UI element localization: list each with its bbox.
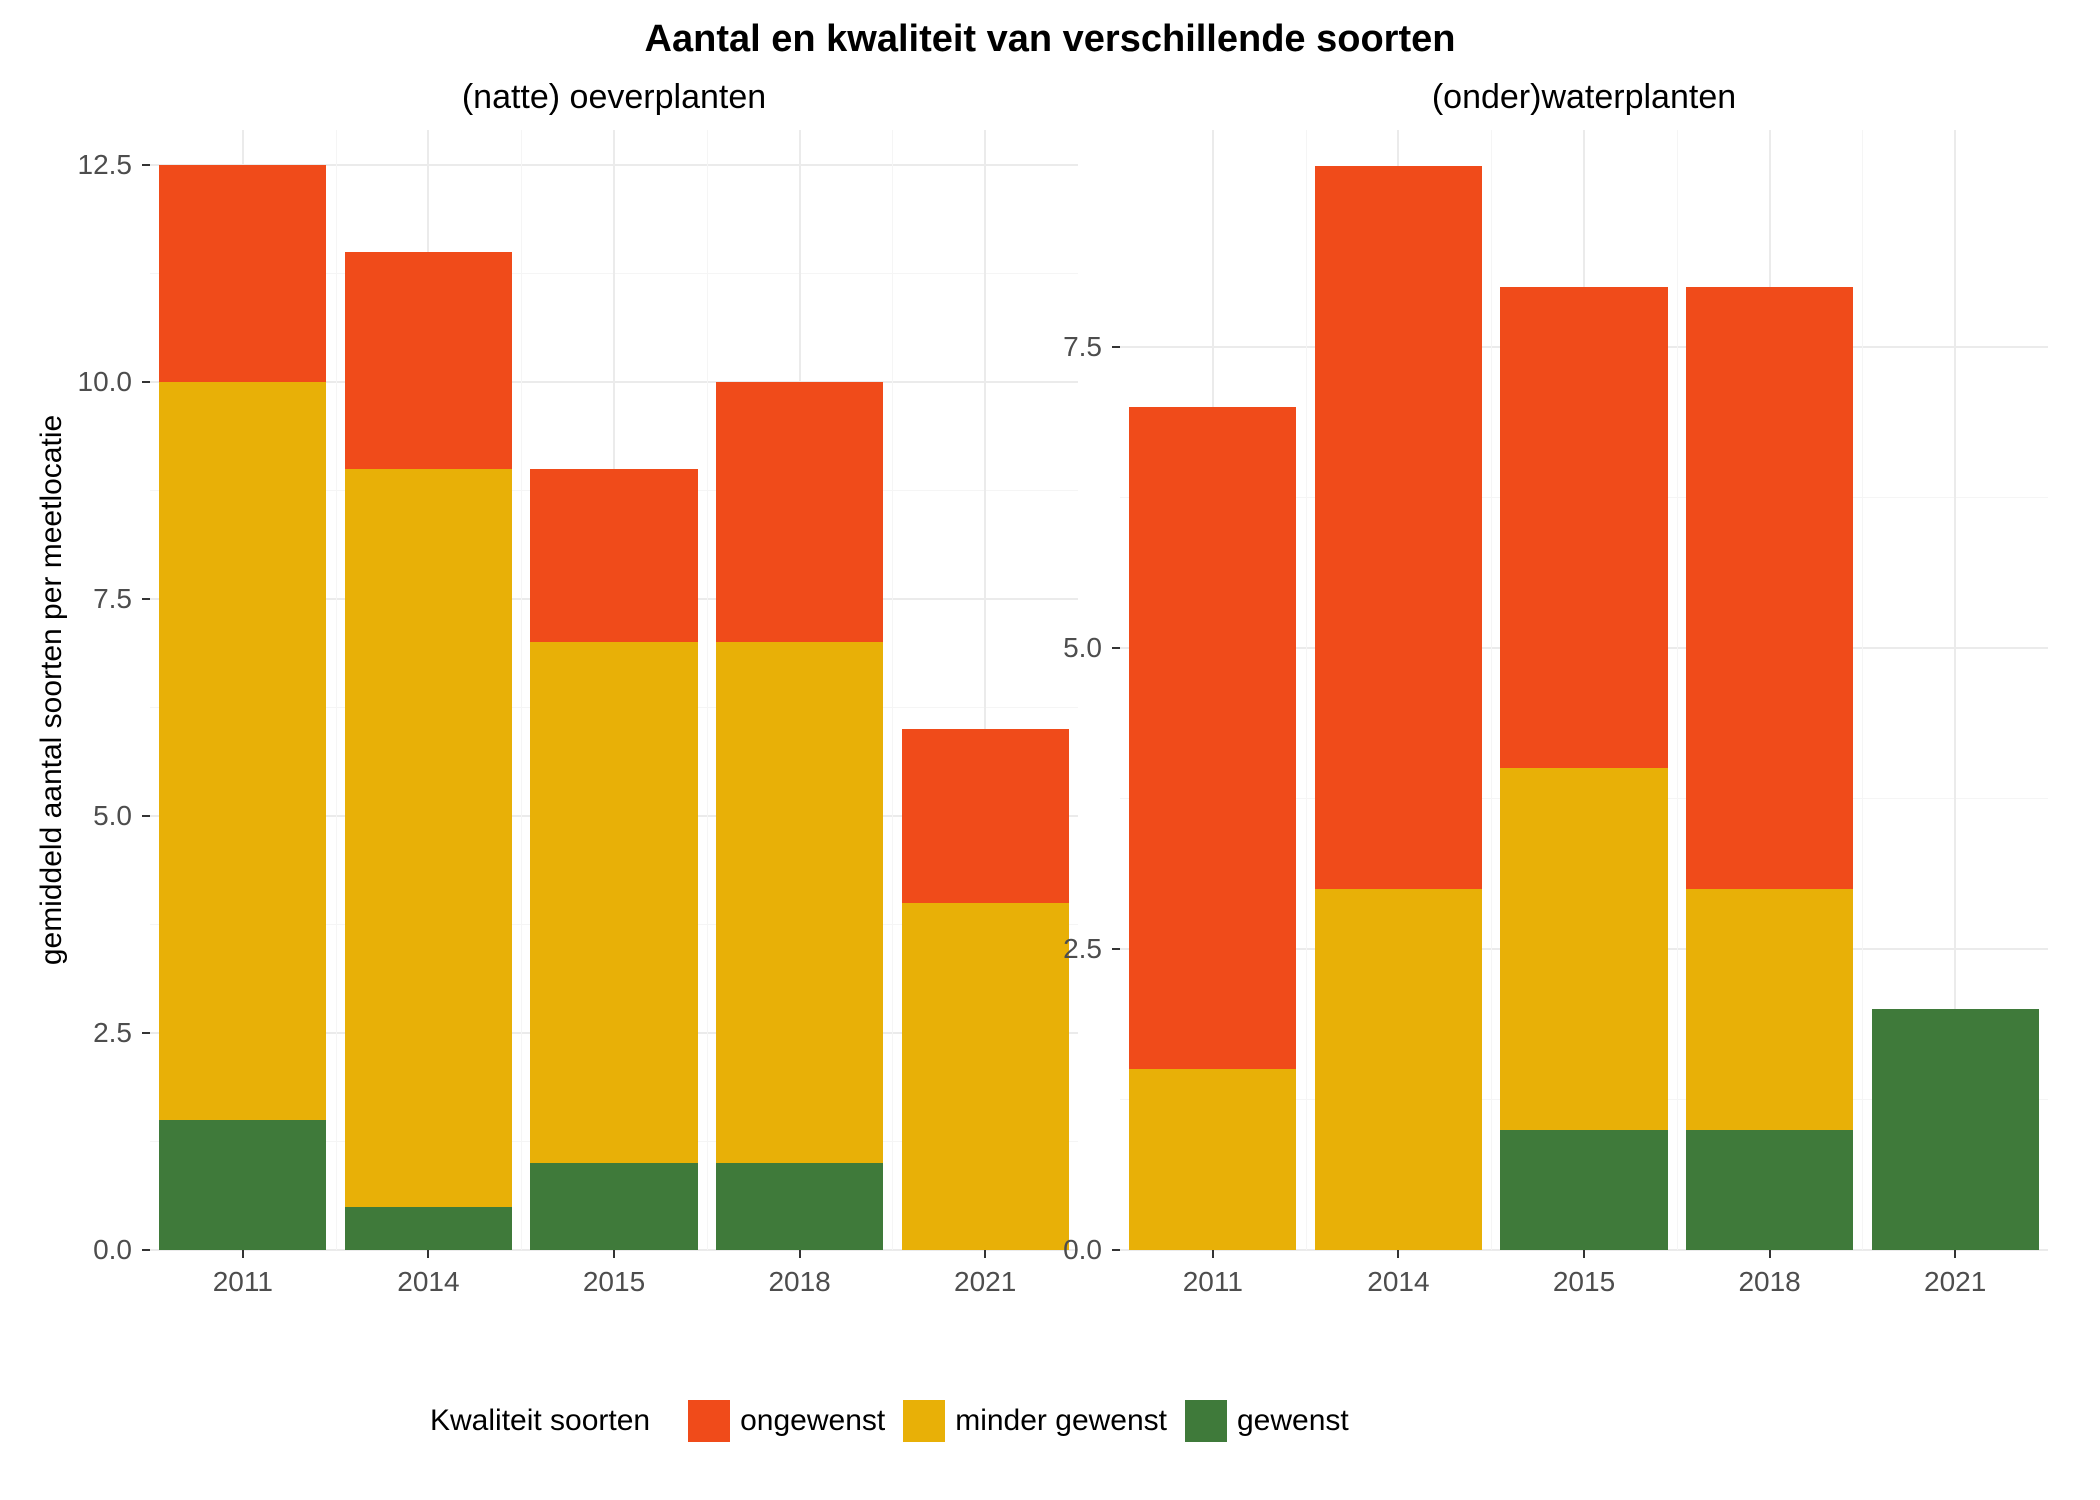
tick-mark (1112, 1249, 1120, 1251)
legend-item-ongewenst: ongewenst (688, 1400, 885, 1442)
x-tick-label: 2014 (397, 1266, 459, 1298)
bar-segment-ongewenst (345, 252, 512, 469)
bar-segment-gewenst (1500, 1130, 1667, 1250)
x-tick-label: 2018 (768, 1266, 830, 1298)
tick-mark (1112, 948, 1120, 950)
x-tick-label: 2011 (1183, 1266, 1243, 1298)
gridline-minor (1491, 130, 1492, 1250)
bar-segment-gewenst (1872, 1009, 2039, 1250)
gridline-minor (336, 130, 337, 1250)
bar-segment-ongewenst (159, 165, 326, 382)
legend-swatch (1185, 1400, 1227, 1442)
bar-segment-gewenst (1686, 1130, 1853, 1250)
legend-title: Kwaliteit soorten (430, 1404, 650, 1438)
legend: Kwaliteit soorten ongewenst minder gewenst… (430, 1400, 1349, 1442)
legend-swatch (688, 1400, 730, 1442)
bar-segment-gewenst (159, 1120, 326, 1250)
gridline-minor (521, 130, 522, 1250)
bar-segment-minder_gewenst (530, 642, 697, 1163)
x-tick-label: 2021 (1924, 1266, 1986, 1298)
x-tick-label: 2011 (213, 1266, 273, 1298)
y-tick-label: 5.0 (1063, 632, 1102, 664)
bar-segment-gewenst (345, 1207, 512, 1250)
chart-main-title: Aantal en kwaliteit van verschillende so… (0, 18, 2100, 61)
y-tick-label: 7.5 (93, 583, 132, 615)
bar-segment-minder_gewenst (159, 382, 326, 1120)
tick-mark (1769, 1250, 1771, 1258)
y-tick-label: 0.0 (1063, 1234, 1102, 1266)
panel-title-right: (onder)waterplanten (1120, 78, 2048, 117)
x-tick-label: 2021 (954, 1266, 1016, 1298)
legend-label: gewenst (1237, 1404, 1349, 1438)
x-tick-label: 2015 (1553, 1266, 1615, 1298)
chart-panel-right (1120, 130, 2048, 1250)
tick-mark (1112, 647, 1120, 649)
tick-mark (142, 1249, 150, 1251)
legend-item-minder_gewenst: minder gewenst (903, 1400, 1167, 1442)
y-tick-label: 10.0 (78, 366, 133, 398)
tick-mark (1954, 1250, 1956, 1258)
gridline-minor (892, 130, 893, 1250)
tick-mark (142, 1032, 150, 1034)
bar-segment-ongewenst (902, 729, 1069, 903)
y-tick-label: 5.0 (93, 800, 132, 832)
gridline-minor (1862, 130, 1863, 1250)
x-tick-label: 2018 (1738, 1266, 1800, 1298)
y-tick-label: 0.0 (93, 1234, 132, 1266)
y-tick-label: 2.5 (1063, 933, 1102, 965)
x-tick-label: 2014 (1367, 1266, 1429, 1298)
bar-segment-minder_gewenst (716, 642, 883, 1163)
figure: Aantal en kwaliteit van verschillende so… (0, 0, 2100, 1500)
gridline-minor (707, 130, 708, 1250)
tick-mark (1212, 1250, 1214, 1258)
panel-title-left: (natte) oeverplanten (150, 78, 1078, 117)
tick-mark (1583, 1250, 1585, 1258)
bar-segment-ongewenst (716, 382, 883, 642)
tick-mark (613, 1250, 615, 1258)
bar-segment-gewenst (530, 1163, 697, 1250)
tick-mark (142, 381, 150, 383)
bar-segment-ongewenst (1315, 166, 1482, 889)
tick-mark (142, 164, 150, 166)
legend-label: minder gewenst (955, 1404, 1167, 1438)
tick-mark (1397, 1250, 1399, 1258)
bar-segment-ongewenst (1129, 407, 1296, 1069)
y-tick-label: 12.5 (78, 149, 133, 181)
y-axis-label: gemiddeld aantal soorten per meetlocatie (35, 130, 69, 1250)
tick-mark (142, 815, 150, 817)
gridline-minor (1677, 130, 1678, 1250)
tick-mark (142, 598, 150, 600)
tick-mark (984, 1250, 986, 1258)
bar-segment-minder_gewenst (1500, 768, 1667, 1129)
tick-mark (799, 1250, 801, 1258)
bar-segment-minder_gewenst (1315, 889, 1482, 1250)
gridline-minor (1306, 130, 1307, 1250)
bar-segment-minder_gewenst (1686, 889, 1853, 1130)
legend-swatch (903, 1400, 945, 1442)
legend-item-gewenst: gewenst (1185, 1400, 1349, 1442)
bar-segment-ongewenst (1686, 287, 1853, 889)
tick-mark (1112, 346, 1120, 348)
chart-panel-left (150, 130, 1078, 1250)
bar-segment-minder_gewenst (345, 469, 512, 1207)
bar-segment-minder_gewenst (1129, 1069, 1296, 1250)
bar-segment-gewenst (716, 1163, 883, 1250)
x-tick-label: 2015 (583, 1266, 645, 1298)
y-tick-label: 2.5 (93, 1017, 132, 1049)
legend-label: ongewenst (740, 1404, 885, 1438)
bar-segment-ongewenst (530, 469, 697, 643)
bar-segment-ongewenst (1500, 287, 1667, 769)
bar-segment-minder_gewenst (902, 903, 1069, 1250)
y-tick-label: 7.5 (1063, 331, 1102, 363)
tick-mark (242, 1250, 244, 1258)
tick-mark (427, 1250, 429, 1258)
